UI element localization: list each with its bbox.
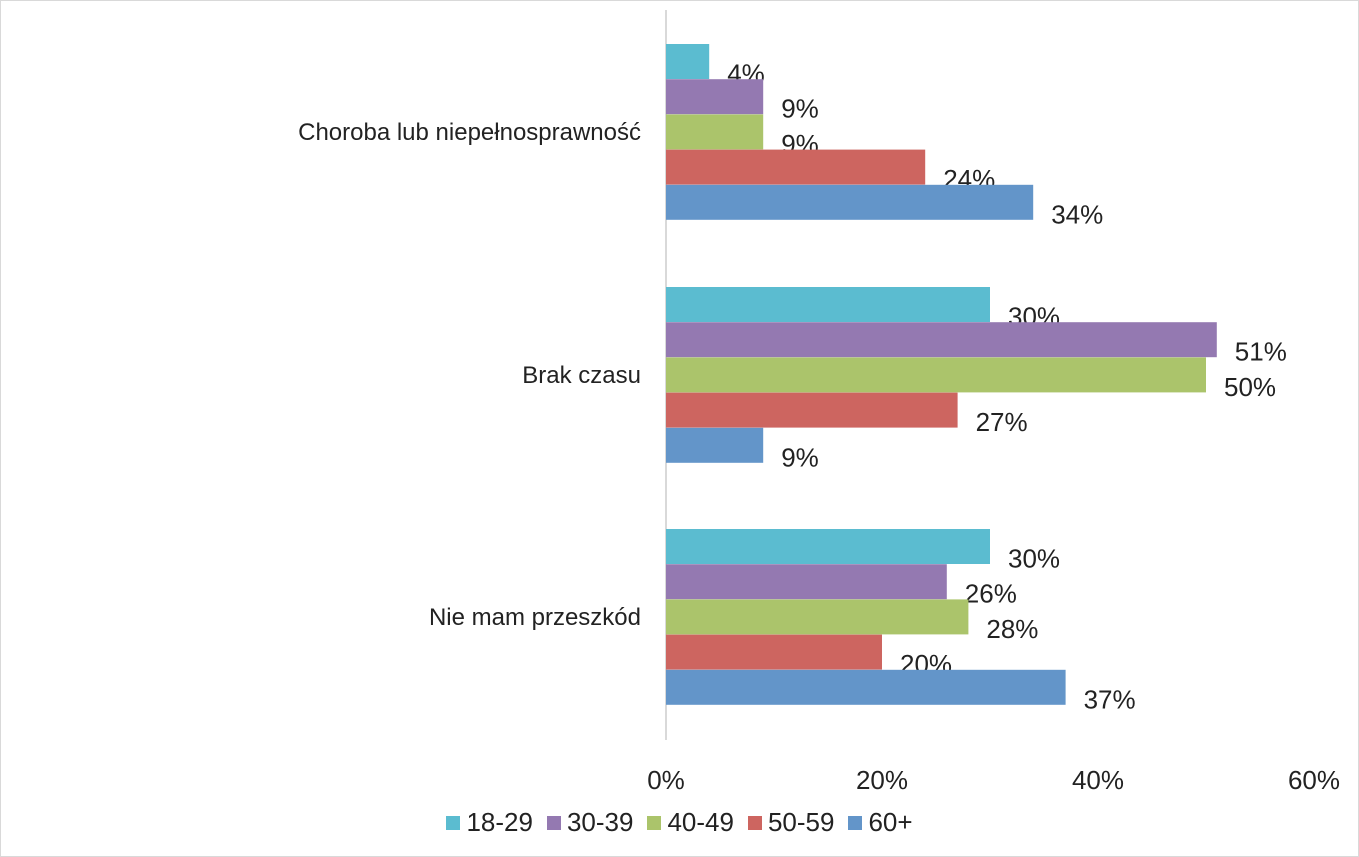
bar [666, 634, 882, 670]
legend-label: 40-49 [667, 807, 734, 837]
legend-item: 18-29 [446, 807, 533, 838]
x-tick-label: 40% [1072, 765, 1124, 795]
legend-swatch [747, 815, 762, 830]
x-tick-label: 60% [1288, 765, 1340, 795]
legend-swatch [647, 815, 662, 830]
data-label: 34% [1051, 199, 1103, 229]
x-tick-label: 0% [647, 765, 685, 795]
bar [666, 44, 710, 79]
data-label: 30% [1008, 544, 1060, 574]
bar [666, 427, 764, 463]
legend-swatch [446, 815, 461, 830]
bar [666, 114, 764, 150]
bar [666, 529, 990, 564]
category-label: Nie mam przeszkód [429, 604, 641, 631]
bar [666, 564, 947, 600]
data-label: 28% [986, 614, 1038, 644]
legend-label: 60+ [868, 807, 913, 837]
bar [666, 669, 1066, 705]
legend-swatch [546, 815, 561, 830]
data-label: 9% [781, 442, 819, 472]
data-label: 37% [1084, 684, 1136, 714]
bar [666, 184, 1034, 220]
data-label: 27% [976, 407, 1028, 437]
bar [666, 79, 764, 115]
legend-swatch [848, 815, 863, 830]
chart-legend: 18-29 30-39 40-49 50-59 60+ [0, 807, 1359, 838]
data-label: 26% [965, 579, 1017, 609]
data-label: 9% [781, 94, 819, 124]
bar [666, 599, 969, 635]
legend-item: 30-39 [546, 807, 634, 838]
legend-label: 18-29 [466, 807, 533, 837]
data-label: 50% [1224, 372, 1276, 402]
bar [666, 392, 958, 428]
legend-label: 30-39 [566, 807, 634, 837]
category-label: Choroba lub niepełnosprawność [298, 119, 641, 146]
legend-label: 50-59 [767, 807, 835, 837]
x-tick-label: 20% [856, 765, 908, 795]
legend-item: 60+ [848, 807, 913, 838]
bar [666, 357, 1206, 393]
legend-item: 50-59 [747, 807, 835, 838]
bar [666, 322, 1217, 358]
legend-item: 40-49 [647, 807, 734, 838]
category-label: Brak czasu [522, 362, 641, 389]
bar [666, 287, 990, 322]
bar [666, 149, 926, 185]
data-label: 51% [1235, 337, 1287, 367]
